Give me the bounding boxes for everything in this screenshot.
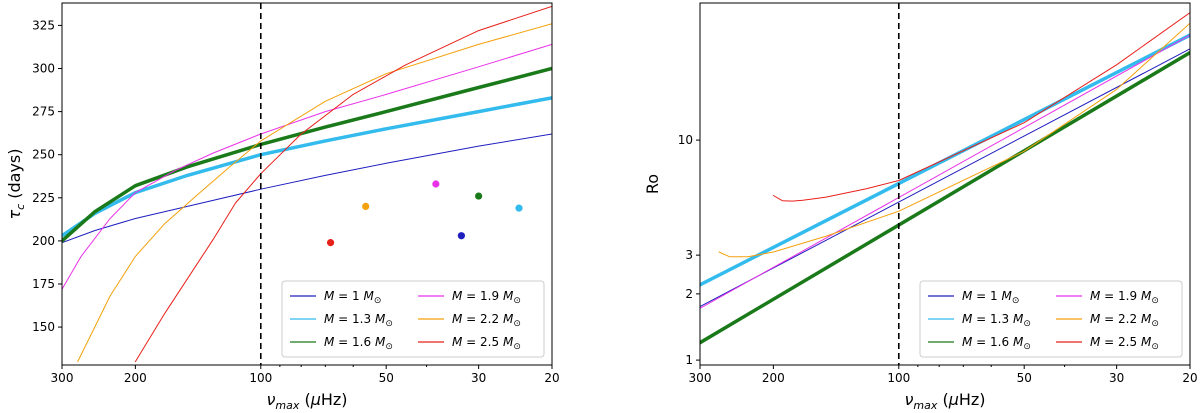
data-point — [457, 232, 465, 240]
axes-frame — [61, 2, 553, 366]
series-line-1msun — [700, 48, 1190, 308]
y-tick-label: 175 — [32, 277, 55, 291]
x-tick-label: 30 — [1109, 371, 1124, 385]
legend-label: M = 1 M⊙ — [324, 289, 381, 306]
y-axis: 150 175 200 225 250 275 300 325 — [32, 18, 62, 334]
data-point — [432, 180, 440, 188]
legend-label: M = 1.9 M⊙ — [1090, 289, 1159, 306]
x-tick-label: 20 — [544, 371, 559, 385]
data-point — [326, 239, 335, 247]
data-point — [362, 202, 370, 211]
x-axis: 300 200 100 50 30 20 — [689, 365, 1198, 385]
data-point — [515, 204, 523, 212]
x-axis-label: νmax (μHz) — [904, 390, 985, 412]
x-tick-label: 50 — [1017, 371, 1032, 385]
series-line-2-2msun — [77, 23, 552, 363]
y-tick-label: 325 — [32, 18, 55, 32]
x-axis: 300 200 100 50 30 20 — [51, 365, 560, 385]
y-axis: 1 2 3 10 — [678, 133, 700, 367]
x-tick-label: 200 — [124, 371, 147, 385]
axes-frame — [699, 2, 1191, 366]
legend-label: M = 1 M⊙ — [962, 289, 1019, 306]
x-tick-label: 300 — [51, 371, 74, 385]
legend-label: M = 1.6 M⊙ — [962, 335, 1031, 352]
series-line-1-6msun — [62, 66, 552, 243]
series-line-1-3msun — [62, 96, 552, 238]
legend-box — [919, 280, 1183, 358]
y-tick-label: 275 — [32, 105, 55, 119]
series-line-1-9msun — [700, 34, 1190, 309]
legend-label: M = 2.5 M⊙ — [1090, 335, 1159, 352]
series-line-2-5msun — [772, 12, 1190, 202]
x-tick-label: 20 — [1182, 371, 1197, 385]
tau-c-panel: 300 200 100 50 30 20 150 175 200 225 250 275 300 325 ν… — [5, 2, 560, 412]
legend: M = 1 M⊙ M = 1.3 M⊙ M = 1.6 M⊙ M = 1.9 M⊙ M … — [919, 280, 1183, 358]
y-axis-label: Ro — [643, 174, 662, 194]
legend-label: M = 1.3 M⊙ — [324, 312, 393, 329]
y-tick-label: 300 — [32, 62, 55, 76]
plot-area — [700, 12, 1190, 345]
x-tick-label: 300 — [689, 371, 712, 385]
data-point — [475, 192, 483, 200]
y-tick-label: 200 — [32, 234, 55, 248]
x-tick-label: 30 — [471, 371, 486, 385]
y-tick-label: 2 — [685, 287, 693, 301]
series-line-2-2msun — [718, 22, 1190, 258]
y-axis-label: τc (days) — [5, 148, 27, 219]
x-tick-label: 100 — [887, 371, 910, 385]
legend-label: M = 2.2 M⊙ — [1090, 312, 1159, 329]
series-line-1-6msun — [700, 50, 1190, 345]
legend-label: M = 2.5 M⊙ — [452, 335, 521, 352]
y-tick-label: 150 — [32, 320, 55, 334]
x-tick-label: 100 — [249, 371, 272, 385]
y-tick-label: 3 — [685, 248, 693, 262]
x-tick-label: 50 — [379, 371, 394, 385]
y-tick-label: 1 — [685, 353, 693, 367]
y-tick-label: 250 — [32, 148, 55, 162]
series-line-1msun — [62, 133, 552, 244]
legend-label: M = 2.2 M⊙ — [452, 312, 521, 329]
series-line-1-9msun — [62, 43, 552, 290]
x-axis-label: νmax (μHz) — [266, 390, 347, 412]
legend: M = 1 M⊙ M = 1.3 M⊙ M = 1.6 M⊙ M = 1.9 M⊙ M … — [281, 280, 545, 358]
y-tick-label: 10 — [678, 133, 693, 147]
series-line-1-3msun — [700, 33, 1190, 287]
y-tick-label: 225 — [32, 191, 55, 205]
legend-label: M = 1.3 M⊙ — [962, 312, 1031, 329]
rossby-panel: 300 200 100 50 30 20 1 2 3 10 νmax (μHz) Ro M = 1 M⊙… — [643, 2, 1198, 412]
legend-box — [281, 280, 545, 358]
legend-label: M = 1.9 M⊙ — [452, 289, 521, 306]
x-tick-label: 200 — [762, 371, 785, 385]
legend-label: M = 1.6 M⊙ — [324, 335, 393, 352]
